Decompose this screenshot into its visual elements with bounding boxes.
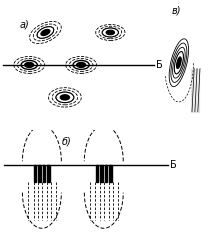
Bar: [47, 165, 50, 182]
Ellipse shape: [41, 29, 50, 36]
Ellipse shape: [25, 62, 34, 67]
Ellipse shape: [177, 57, 181, 69]
Ellipse shape: [106, 30, 115, 35]
Text: в): в): [172, 6, 181, 16]
Ellipse shape: [60, 95, 70, 100]
Bar: [96, 165, 98, 182]
Text: Б: Б: [170, 160, 176, 171]
Bar: [100, 165, 103, 182]
Bar: [38, 165, 41, 182]
Bar: [43, 165, 45, 182]
Ellipse shape: [37, 27, 54, 38]
Text: Б: Б: [156, 60, 162, 70]
Ellipse shape: [77, 62, 85, 67]
Ellipse shape: [174, 51, 183, 74]
Text: б): б): [62, 136, 72, 146]
Bar: [34, 165, 36, 182]
Bar: [109, 165, 111, 182]
Text: а): а): [20, 20, 29, 29]
Ellipse shape: [21, 61, 37, 69]
Ellipse shape: [73, 61, 89, 69]
Bar: [105, 165, 107, 182]
Ellipse shape: [56, 92, 74, 103]
Ellipse shape: [102, 28, 118, 37]
